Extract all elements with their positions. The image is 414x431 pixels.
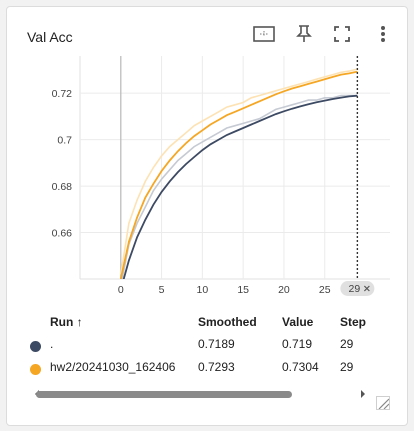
x-tick-label: 5 xyxy=(159,284,165,296)
fit-to-data-icon xyxy=(253,26,275,42)
column-header-run[interactable]: Run ↑ xyxy=(50,315,83,329)
resize-handle-icon[interactable] xyxy=(376,396,390,410)
y-tick-label: 0.72 xyxy=(52,88,73,100)
x-tick-label: 25 xyxy=(319,284,331,296)
series-lines xyxy=(119,68,358,279)
fit-domain-button[interactable] xyxy=(251,21,277,47)
run-color-swatch xyxy=(30,341,41,352)
more-options-button[interactable] xyxy=(370,21,396,47)
step-value: 29 xyxy=(340,337,354,351)
y-tick-label: 0.68 xyxy=(52,181,73,193)
run-color-swatch xyxy=(30,364,41,375)
axis-ticks: 0.66 0.68 0.7 0.72 0 5 10 15 20 25 xyxy=(52,88,331,296)
scrollbar-thumb[interactable] xyxy=(36,391,292,398)
pin-icon xyxy=(296,25,312,42)
step-value: 29 xyxy=(340,360,354,374)
run-name: . xyxy=(50,337,54,351)
hover-indicator: 29 xyxy=(340,56,375,296)
column-header-value[interactable]: Value xyxy=(282,315,314,329)
x-tick-label: 15 xyxy=(237,284,249,296)
series-raw-line xyxy=(120,68,358,275)
smoothed-value: 0.7189 xyxy=(198,337,235,351)
run-name: hw2/20241030_162406 xyxy=(50,360,176,374)
y-tick-label: 0.7 xyxy=(57,135,72,147)
horizontal-scrollbar[interactable] xyxy=(22,388,365,400)
raw-value: 0.719 xyxy=(282,337,313,351)
fullscreen-icon xyxy=(334,26,350,42)
close-icon xyxy=(363,285,370,292)
smoothed-value: 0.7293 xyxy=(198,360,235,374)
card-title: Val Acc xyxy=(27,29,73,45)
scroll-right-arrow-icon[interactable] xyxy=(358,388,368,400)
fullscreen-button[interactable] xyxy=(329,21,355,47)
series-smoothed-line xyxy=(119,70,358,279)
hover-step-chip: 29 xyxy=(340,281,375,296)
y-tick-label: 0.66 xyxy=(52,228,73,240)
chart-grid xyxy=(79,56,390,280)
scalar-card: Val Acc xyxy=(6,6,408,426)
x-tick-label: 10 xyxy=(197,284,209,296)
series-smoothed-line xyxy=(122,94,358,279)
x-tick-label: 0 xyxy=(118,284,124,296)
x-tick-label: 20 xyxy=(278,284,290,296)
series-raw-line xyxy=(121,94,358,279)
column-header-step[interactable]: Step xyxy=(340,315,367,329)
hover-step-chip-bg xyxy=(340,281,375,296)
hover-step-label: 29 xyxy=(349,283,361,295)
more-vert-icon xyxy=(381,26,385,42)
pin-button[interactable] xyxy=(291,21,317,47)
raw-value: 0.7304 xyxy=(282,360,319,374)
column-header-smoothed[interactable]: Smoothed xyxy=(198,315,257,329)
